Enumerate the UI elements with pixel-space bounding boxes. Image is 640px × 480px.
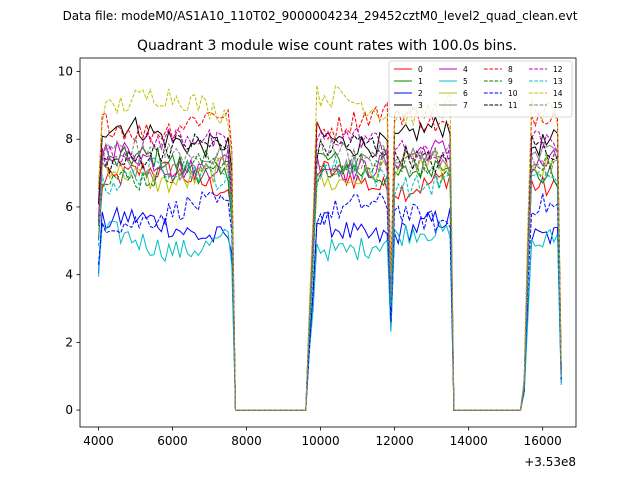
y-tick-label: 8	[65, 132, 73, 146]
plot-area	[79, 57, 577, 428]
y-tick-label: 0	[65, 403, 73, 417]
series-lines	[98, 84, 562, 411]
legend-label-8: 8	[508, 65, 513, 74]
legend-label-4: 4	[463, 65, 468, 74]
y-tick-label: 10	[58, 65, 73, 79]
series-line-15	[98, 136, 562, 411]
legend-label-7: 7	[463, 101, 468, 110]
series-line-1	[98, 145, 562, 411]
legend-label-9: 9	[508, 77, 513, 86]
x-tick-label: 6000	[157, 434, 188, 448]
series-line-4	[98, 139, 562, 411]
legend-label-1: 1	[418, 77, 423, 86]
legend-label-5: 5	[463, 77, 468, 86]
legend-label-10: 10	[508, 89, 518, 98]
series-line-14	[98, 84, 562, 411]
x-axis-offset-label: +3.53e8	[524, 455, 576, 469]
legend-box	[388, 60, 573, 118]
series-line-13	[98, 156, 562, 411]
x-tick-label: 8000	[231, 434, 262, 448]
y-axis: 0 2 4 6 8 10	[58, 65, 80, 417]
y-tick-label: 6	[65, 200, 73, 214]
series-line-6	[98, 151, 562, 411]
legend-label-3: 3	[418, 101, 423, 110]
y-tick-label: 2	[65, 335, 73, 349]
chart-suptitle: Data file: modeM0/AS1A10_110T02_90000042…	[63, 9, 578, 23]
legend-label-12: 12	[553, 65, 563, 74]
series-line-8	[98, 101, 562, 411]
y-tick-label: 4	[65, 268, 73, 282]
x-tick-label: 12000	[376, 434, 414, 448]
series-line-10	[98, 190, 562, 411]
plot-frame	[79, 57, 577, 428]
series-line-2	[98, 205, 562, 411]
series-line-9	[98, 147, 562, 411]
legend-label-15: 15	[553, 101, 563, 110]
chart-title: Quadrant 3 module wise count rates with …	[137, 38, 517, 54]
legend-label-2: 2	[418, 89, 423, 98]
legend-label-0: 0	[418, 65, 423, 74]
x-tick-label: 16000	[524, 434, 562, 448]
x-axis: 4000 6000 8000 10000 12000 14000 16000	[83, 427, 562, 448]
legend-label-6: 6	[463, 89, 468, 98]
legend-label-11: 11	[508, 101, 518, 110]
legend-label-14: 14	[553, 89, 563, 98]
x-tick-label: 10000	[302, 434, 340, 448]
legend-label-13: 13	[553, 77, 563, 86]
x-tick-label: 14000	[450, 434, 488, 448]
x-tick-label: 4000	[83, 434, 114, 448]
series-line-12	[98, 126, 562, 411]
series-line-5	[98, 219, 562, 411]
